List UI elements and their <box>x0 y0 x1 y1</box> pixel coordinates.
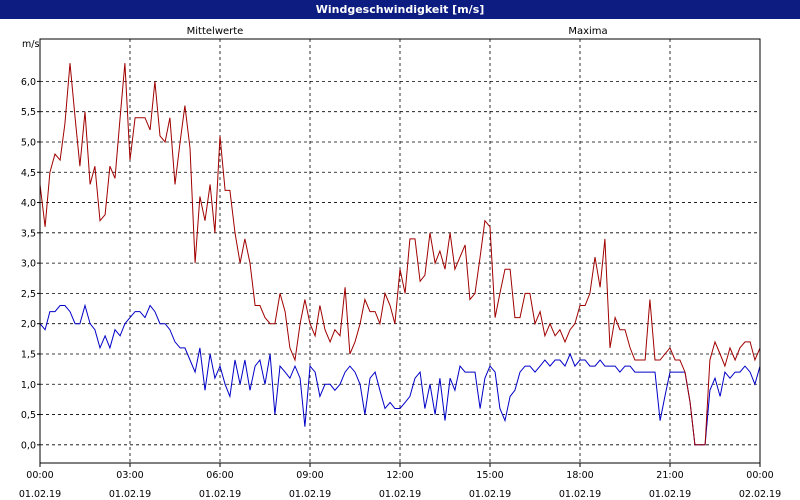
chart-title: Windgeschwindigkeit [m/s] <box>0 0 800 19</box>
x-tick-time: 00:00 <box>746 470 773 481</box>
x-tick-date: 01.02.19 <box>469 489 511 500</box>
x-tick-date: 01.02.19 <box>649 489 691 500</box>
x-tick-date: 01.02.19 <box>379 489 421 500</box>
y-tick-label: 4,0 <box>21 198 36 209</box>
grid-lines <box>40 39 760 463</box>
y-tick-label: 4,5 <box>21 168 36 179</box>
x-tick-date: 01.02.19 <box>19 489 61 500</box>
y-axis-unit: m/s <box>22 39 39 50</box>
plot-frame <box>39 38 761 464</box>
y-tick-label: 3,0 <box>21 259 36 270</box>
x-tick-date: 02.02.19 <box>739 489 781 500</box>
x-tick-time: 00:00 <box>26 470 53 481</box>
series-line-mittelwerte <box>39 303 761 446</box>
y-tick-label: 1,0 <box>21 380 36 391</box>
legend-mittelwerte: Mittelwerte <box>187 26 244 37</box>
x-tick-time: 18:00 <box>566 470 593 481</box>
y-tick-label: 0,5 <box>21 410 36 421</box>
x-tick-date: 01.02.19 <box>289 489 331 500</box>
y-tick-label: 5,5 <box>21 107 36 118</box>
x-tick-date: 01.02.19 <box>559 489 601 500</box>
y-tick-labels: 0,0 0,5 1,0 1,5 2,0 2,5 3,0 3,5 4,0 4,5 5,0 5,5 6,0 <box>21 77 40 451</box>
x-tick-time: 06:00 <box>206 470 233 481</box>
x-tick-date: 01.02.19 <box>109 489 151 500</box>
y-tick-label: 2,0 <box>21 319 36 330</box>
legend-maxima: Maxima <box>568 26 607 37</box>
y-tick-label: 5,0 <box>21 137 36 148</box>
series-lines <box>39 63 761 446</box>
x-tick-time: 15:00 <box>476 470 503 481</box>
x-tick-time: 09:00 <box>296 470 323 481</box>
series-line-maxima <box>39 63 761 446</box>
x-tick-time: 03:00 <box>116 470 143 481</box>
y-tick-label: 6,0 <box>21 77 36 88</box>
y-tick-label: 3,5 <box>21 228 36 239</box>
y-tick-label: 0,0 <box>21 440 36 451</box>
x-tick-labels: 00:00 01.02.19 03:00 01.02.19 06:00 01.02.19 0… <box>19 463 781 500</box>
x-tick-time: 21:00 <box>656 470 683 481</box>
x-tick-time: 12:00 <box>386 470 413 481</box>
x-tick-date: 01.02.19 <box>199 489 241 500</box>
chart-canvas: Mittelwerte Maxima m/s 0,0 0,5 1,0 1,5 2,0 2,… <box>19 26 781 500</box>
y-tick-label: 2,5 <box>21 289 36 300</box>
y-tick-label: 1,5 <box>21 349 36 360</box>
